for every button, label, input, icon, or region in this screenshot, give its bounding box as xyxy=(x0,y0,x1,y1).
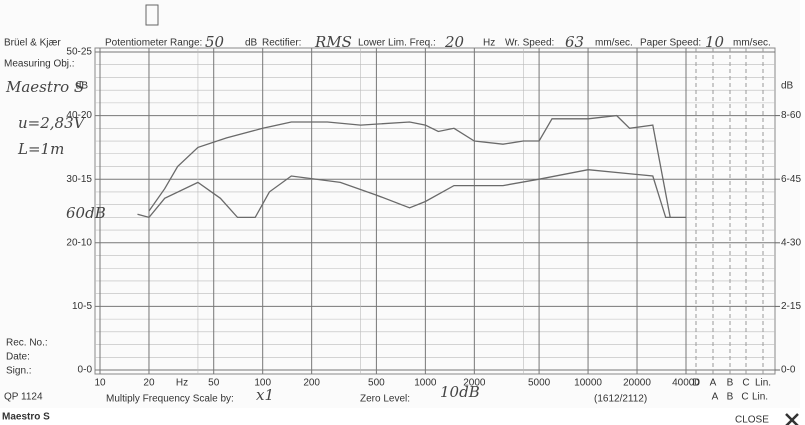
x-tick-label: 10000 xyxy=(574,378,602,389)
header-text: 50 xyxy=(205,33,225,51)
header-text: Hz xyxy=(483,38,495,49)
y-tick-label: 40-20 xyxy=(66,110,92,121)
x-tick-label: 5000 xyxy=(528,378,551,389)
note-text: 60dB xyxy=(66,204,106,222)
header-text: dB xyxy=(245,38,258,49)
x-tick-label: 500 xyxy=(368,378,385,389)
y-tick-label: 50-25 xyxy=(66,47,92,58)
x-tick-label: 100 xyxy=(254,378,271,389)
weighting-label: C xyxy=(742,378,749,389)
y2-tick-label: 4-30 xyxy=(781,237,801,248)
response-curve xyxy=(148,114,671,218)
weighting-label: A xyxy=(710,378,717,389)
weighting-label: Lin. xyxy=(755,378,771,389)
caption-title: Maestro S xyxy=(2,412,50,423)
header-text: 10 xyxy=(705,33,725,51)
footer-text: 10dB xyxy=(440,383,480,401)
x-tick-label: 50 xyxy=(208,378,220,389)
x-tick-label: 10 xyxy=(94,378,106,389)
note-text: QP 1124 xyxy=(4,392,43,403)
header-text: 20 xyxy=(444,33,465,51)
header-text: RMS xyxy=(314,33,352,51)
y-tick-label: 0-0 xyxy=(78,365,93,376)
weighting-label: C xyxy=(741,392,748,403)
y-tick-label: 30-15 xyxy=(66,174,92,185)
note-text: u=2,83V xyxy=(18,114,87,132)
y-unit: dB xyxy=(76,81,89,92)
header-text: Brüel & Kjær xyxy=(4,38,61,49)
weighting-label: B xyxy=(727,378,734,389)
close-icon xyxy=(785,413,799,425)
response-curve xyxy=(137,169,686,219)
header-text: mm/sec. xyxy=(595,38,633,49)
y2-tick-label: 8-60 xyxy=(781,110,801,121)
header-text: 63 xyxy=(565,33,584,51)
footer-text: Multiply Frequency Scale by: xyxy=(106,394,234,405)
x-axis-label: Hz xyxy=(176,378,188,389)
x-tick-label: 1000 xyxy=(414,378,437,389)
note-text: Measuring Obj.: xyxy=(4,59,75,70)
note-text: Date: xyxy=(6,352,30,363)
weighting-label: Lin. xyxy=(752,392,768,403)
y2-unit: dB xyxy=(781,81,794,92)
footer-text: x1 xyxy=(256,386,274,404)
y2-tick-label: 2-15 xyxy=(781,301,801,312)
header-text: Paper Speed: xyxy=(640,38,701,49)
weighting-label: B xyxy=(727,392,734,403)
plot-frame xyxy=(94,47,776,375)
note-text: Rec. No.: xyxy=(6,338,48,349)
caption-bar xyxy=(0,409,805,425)
tab xyxy=(145,4,159,26)
header-text: Rectifier: xyxy=(262,38,301,49)
footer-text: Zero Level: xyxy=(360,394,410,405)
header-text: mm/sec. xyxy=(733,38,771,49)
y2-tick-label: 0-0 xyxy=(781,365,796,376)
note-text: Sign.: xyxy=(6,366,32,377)
header-text: Wr. Speed: xyxy=(505,38,554,49)
x-tick-label: 20 xyxy=(143,378,155,389)
x-tick-label: 40000 xyxy=(672,378,700,389)
note-text: Maestro S xyxy=(5,78,84,96)
header-text: Potentiometer Range: xyxy=(105,38,202,49)
weighting-label: A xyxy=(712,392,719,403)
weighting-label: D xyxy=(692,378,699,389)
x-tick-label: 20000 xyxy=(623,378,651,389)
y-tick-label: 20-10 xyxy=(66,237,92,248)
y-tick-label: 10-5 xyxy=(72,301,92,312)
footer-text: (1612/2112) xyxy=(594,394,647,405)
header-text: Lower Lim. Freq.: xyxy=(358,38,436,49)
y2-tick-label: 6-45 xyxy=(781,174,801,185)
close-button[interactable]: CLOSE xyxy=(735,415,769,425)
x-tick-label: 200 xyxy=(303,378,320,389)
x-tick-label: 2000 xyxy=(463,378,486,389)
note-text: L=1m xyxy=(17,140,64,158)
